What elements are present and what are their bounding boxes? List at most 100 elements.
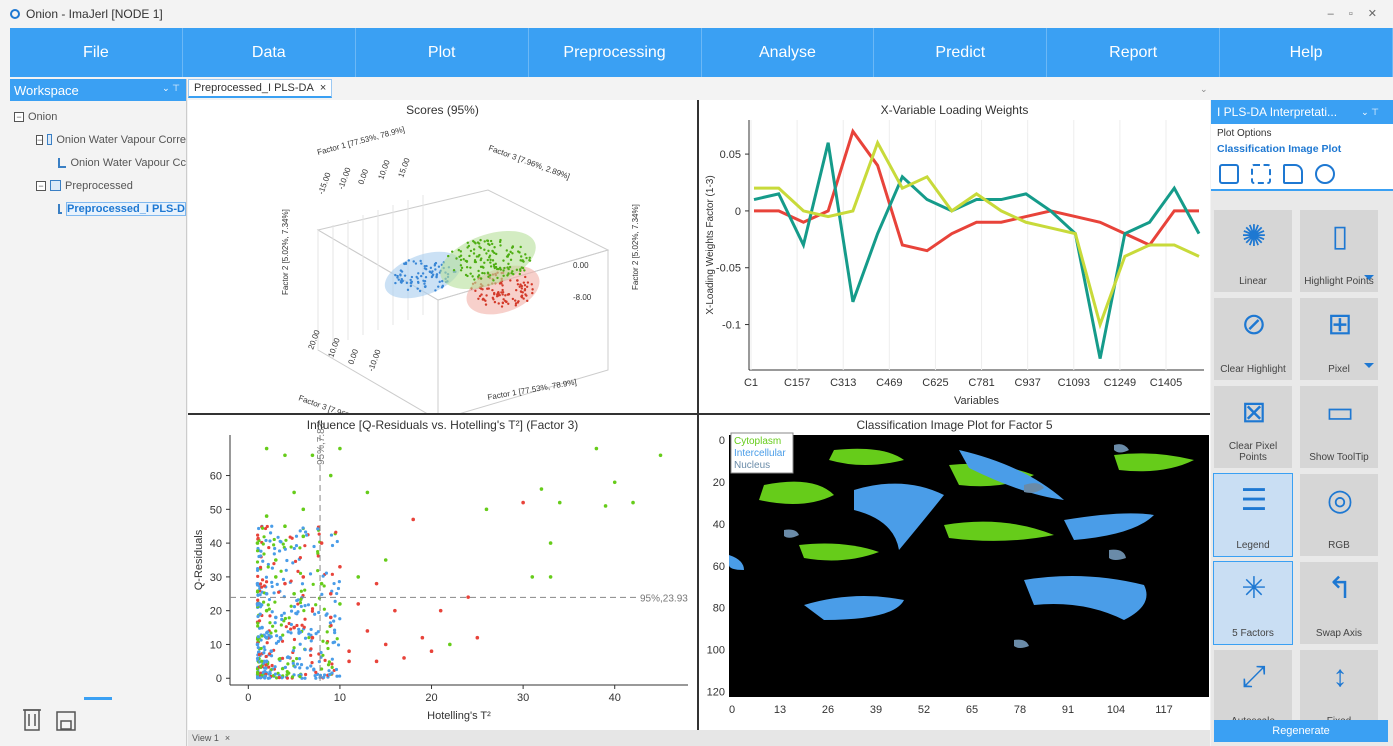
menu-analyse[interactable]: Analyse <box>702 28 875 77</box>
tool-pixel[interactable]: ⊞ Pixel <box>1299 297 1379 381</box>
data-point <box>521 500 525 505</box>
tool-fixed[interactable]: ↕Fixed <box>1299 649 1379 733</box>
table-view-icon[interactable] <box>1219 164 1239 184</box>
data-point <box>292 490 296 495</box>
x-tick-label: C469 <box>876 377 902 389</box>
y-tick-label: -0.05 <box>716 263 741 275</box>
tree-node[interactable]: − Preprocessed <box>10 174 186 197</box>
tool-5-factors[interactable]: ✳ 5 Factors <box>1213 561 1293 645</box>
classification-image[interactable]: 0 20 40 60 80 100 120 0 13 26 39 52 65 78 91 104 117 Cyto… <box>699 415 1210 730</box>
classification-panel[interactable]: Classification Image Plot for Factor 5 0… <box>699 415 1210 730</box>
data-point <box>411 517 415 522</box>
interpretation-panel: I PLS-DA Interpretati... ⌄ ⊤ Plot Option… <box>1211 100 1393 746</box>
pin-icon[interactable]: ⌄ ⊤ <box>162 83 180 93</box>
data-point <box>274 615 278 620</box>
spectrum-icon[interactable] <box>1315 164 1335 184</box>
menu-data[interactable]: Data <box>183 28 356 77</box>
palette-icon: ◎ <box>1326 484 1354 517</box>
window-controls[interactable]: – ▫ ✕ <box>1327 8 1383 20</box>
y-axis-label: X-Loading Weights Factor (1-3) <box>705 175 716 314</box>
settings-doc-icon[interactable] <box>1283 164 1303 184</box>
dropdown-arrow-icon[interactable] <box>1364 275 1374 280</box>
main-menu: File Data Plot Preprocessing Analyse Predict R… <box>10 28 1393 77</box>
title-bar: Onion - ImaJerl [NODE 1] – ▫ ✕ <box>0 0 1393 28</box>
chevron-down-icon[interactable]: ⌄ ⊤ <box>1361 106 1379 117</box>
influence-title: Influence [Q-Residuals vs. Hotelling's T… <box>306 418 579 432</box>
influence-panel[interactable]: Influence [Q-Residuals vs. Hotelling's T… <box>188 415 697 730</box>
menu-report[interactable]: Report <box>1047 28 1221 77</box>
scores-panel[interactable]: Scores (95%) Factor 1 [77.53%, 78.9%] Fac… <box>188 100 697 413</box>
save-icon[interactable] <box>56 711 76 731</box>
tree-node[interactable]: − Onion Water Vapour Corre <box>10 128 186 151</box>
x-tick-label: 10 <box>334 692 346 704</box>
tree-node[interactable]: Onion Water Vapour Cc <box>10 151 186 174</box>
regenerate-button[interactable]: Regenerate <box>1214 720 1388 742</box>
data-point <box>539 487 544 491</box>
loadings-chart[interactable]: 0.05 0 -0.05 -0.1 C1 C157 C313 C469 C625 C781 C937… <box>699 100 1210 413</box>
tool-legend[interactable]: ☰ Legend <box>1213 473 1293 557</box>
data-point <box>448 642 452 647</box>
close-icon[interactable]: × <box>319 82 327 94</box>
sun-icon: ✺ <box>1241 220 1267 253</box>
tool-show-tooltip[interactable]: ▭ Show ToolTip <box>1299 385 1379 469</box>
class-region <box>1114 453 1194 472</box>
data-point <box>310 635 315 640</box>
data-point <box>347 649 351 654</box>
tool-label: Legend <box>1236 540 1270 551</box>
tree-node[interactable]: − Onion <box>10 105 186 128</box>
tool-clear-highlight[interactable]: ⊘ Clear Highlight <box>1213 297 1293 381</box>
data-point <box>548 541 553 545</box>
tool-highlight-points[interactable]: ▯ Highlight Points <box>1299 209 1379 293</box>
menu-preprocessing[interactable]: Preprocessing <box>529 28 702 77</box>
current-plot-label: Classification Image Plot <box>1217 143 1342 155</box>
tool-linear[interactable]: ✺ Linear <box>1213 209 1293 293</box>
plot-divider <box>697 100 699 730</box>
data-point <box>319 541 324 545</box>
tool-clear-pixel-points[interactable]: ⊠ Clear Pixel Points <box>1213 385 1293 469</box>
data-point <box>612 480 617 485</box>
scores-3d-plot[interactable]: Factor 1 [77.53%, 78.9%] Factor 3 [7.96%,… <box>188 100 697 413</box>
x-tick-label: 117 <box>1155 704 1173 716</box>
chevron-down-icon[interactable]: ⌄ <box>1200 84 1208 94</box>
tree-node[interactable]: Preprocessed_I PLS-D <box>10 197 186 220</box>
collapse-icon[interactable]: − <box>36 180 46 191</box>
menu-help[interactable]: Help <box>1220 28 1393 77</box>
collapse-icon[interactable]: − <box>36 134 44 145</box>
app-logo-icon <box>10 9 20 19</box>
x-tick-label: 0 <box>245 692 251 704</box>
influence-chart[interactable]: 0 10 20 30 40 50 60 0 10 20 30 40 Hotelling's T² Q-Re… <box>188 415 697 730</box>
tree-node-label: Onion Water Vapour Cc <box>70 156 186 169</box>
x-axis-label: Hotelling's T² <box>427 710 491 722</box>
y-tick-label: 120 <box>707 687 725 699</box>
plot-options: Plot Options Classification Image Plot <box>1211 124 1393 159</box>
collapse-icon[interactable]: − <box>14 111 24 122</box>
series-nucleus <box>283 500 525 664</box>
x-tick-label: 0 <box>729 704 735 716</box>
tool-label: 5 Factors <box>1232 628 1274 639</box>
data-point <box>383 642 388 647</box>
tab-preprocessed-plsda[interactable]: Preprocessed_I PLS-DA × <box>188 79 333 98</box>
data-point <box>347 659 351 664</box>
loadings-panel[interactable]: X-Variable Loading Weights 0.05 0 -0.05 -0.… <box>699 100 1210 413</box>
menu-file[interactable]: File <box>10 28 183 77</box>
menu-predict[interactable]: Predict <box>874 28 1048 77</box>
tool-swap-axis[interactable]: ↰ Swap Axis <box>1299 561 1379 645</box>
legend-entry: Intercellular <box>734 448 786 459</box>
y-tick-label: 60 <box>210 471 222 483</box>
series-intercellular <box>255 581 283 664</box>
data-point <box>301 575 306 579</box>
tick-label: -10.00 <box>336 166 352 191</box>
data-point <box>658 453 663 458</box>
scrollbar[interactable] <box>84 697 112 700</box>
menu-plot[interactable]: Plot <box>356 28 529 77</box>
tool-rgb[interactable]: ◎ RGB <box>1299 473 1379 557</box>
close-icon[interactable]: × <box>224 733 231 743</box>
dropdown-arrow-icon[interactable] <box>1364 363 1374 368</box>
loadings-title: X-Variable Loading Weights <box>880 103 1029 117</box>
tab-view-1[interactable]: View 1 <box>192 733 219 743</box>
pixel-view-icon[interactable] <box>1251 164 1271 184</box>
trash-icon[interactable] <box>23 709 41 731</box>
data-point <box>292 625 296 630</box>
data-point <box>319 581 324 586</box>
